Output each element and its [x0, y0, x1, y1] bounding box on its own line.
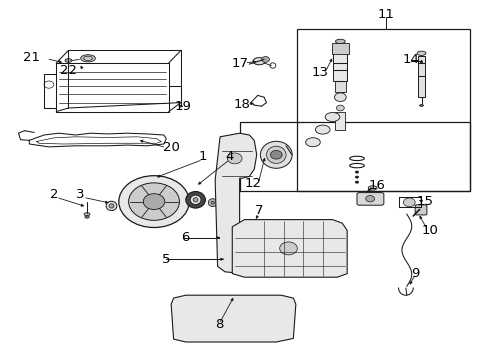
Text: 16: 16	[367, 179, 384, 192]
Ellipse shape	[335, 39, 345, 44]
Ellipse shape	[211, 201, 214, 204]
Polygon shape	[215, 133, 256, 274]
Circle shape	[354, 181, 358, 184]
Ellipse shape	[305, 138, 320, 147]
Circle shape	[279, 242, 297, 255]
Text: 21: 21	[23, 51, 40, 64]
Text: 12: 12	[244, 177, 261, 190]
Bar	[296, 29, 469, 191]
Polygon shape	[171, 295, 295, 342]
Circle shape	[143, 194, 164, 210]
Text: 1: 1	[198, 150, 207, 163]
Ellipse shape	[419, 104, 423, 107]
Bar	[417, 56, 424, 97]
Bar	[334, 81, 345, 92]
Ellipse shape	[109, 204, 114, 208]
Bar	[335, 112, 345, 130]
Ellipse shape	[416, 51, 425, 55]
Ellipse shape	[185, 192, 205, 208]
Ellipse shape	[193, 198, 198, 202]
Text: 5: 5	[162, 253, 170, 266]
Ellipse shape	[325, 113, 339, 122]
Text: 8: 8	[214, 318, 223, 330]
Text: 3: 3	[76, 188, 85, 201]
Bar	[333, 52, 346, 81]
Text: 18: 18	[233, 98, 250, 111]
Text: 19: 19	[175, 100, 191, 113]
Ellipse shape	[81, 55, 95, 62]
Ellipse shape	[315, 125, 329, 134]
FancyBboxPatch shape	[414, 205, 426, 215]
Text: 9: 9	[410, 267, 419, 280]
Circle shape	[119, 176, 189, 228]
Ellipse shape	[65, 59, 72, 62]
Circle shape	[336, 105, 344, 111]
FancyBboxPatch shape	[356, 193, 383, 205]
Ellipse shape	[106, 201, 117, 211]
Circle shape	[403, 198, 414, 207]
Bar	[239, 122, 469, 191]
Bar	[331, 43, 348, 54]
Text: 22: 22	[60, 64, 77, 77]
Text: 11: 11	[377, 8, 394, 21]
Ellipse shape	[190, 195, 201, 204]
Text: 13: 13	[311, 66, 328, 78]
Ellipse shape	[85, 216, 89, 218]
Text: 7: 7	[254, 204, 263, 217]
Ellipse shape	[208, 199, 217, 207]
Text: 17: 17	[231, 57, 247, 69]
Polygon shape	[232, 220, 346, 277]
Text: 14: 14	[402, 53, 418, 66]
Circle shape	[227, 153, 242, 164]
Circle shape	[261, 57, 269, 62]
Text: 20: 20	[163, 141, 179, 154]
Text: 4: 4	[225, 150, 234, 163]
Ellipse shape	[266, 146, 285, 163]
Ellipse shape	[260, 141, 291, 168]
Text: 2: 2	[49, 188, 58, 201]
Ellipse shape	[84, 213, 90, 216]
Text: 10: 10	[421, 224, 438, 237]
Circle shape	[334, 93, 346, 102]
Circle shape	[270, 150, 282, 159]
Circle shape	[354, 176, 358, 179]
Circle shape	[365, 195, 374, 202]
Circle shape	[128, 183, 179, 220]
Circle shape	[354, 171, 358, 174]
Ellipse shape	[253, 58, 265, 65]
Text: 15: 15	[416, 195, 433, 208]
Ellipse shape	[367, 186, 376, 190]
Text: 6: 6	[180, 231, 189, 244]
